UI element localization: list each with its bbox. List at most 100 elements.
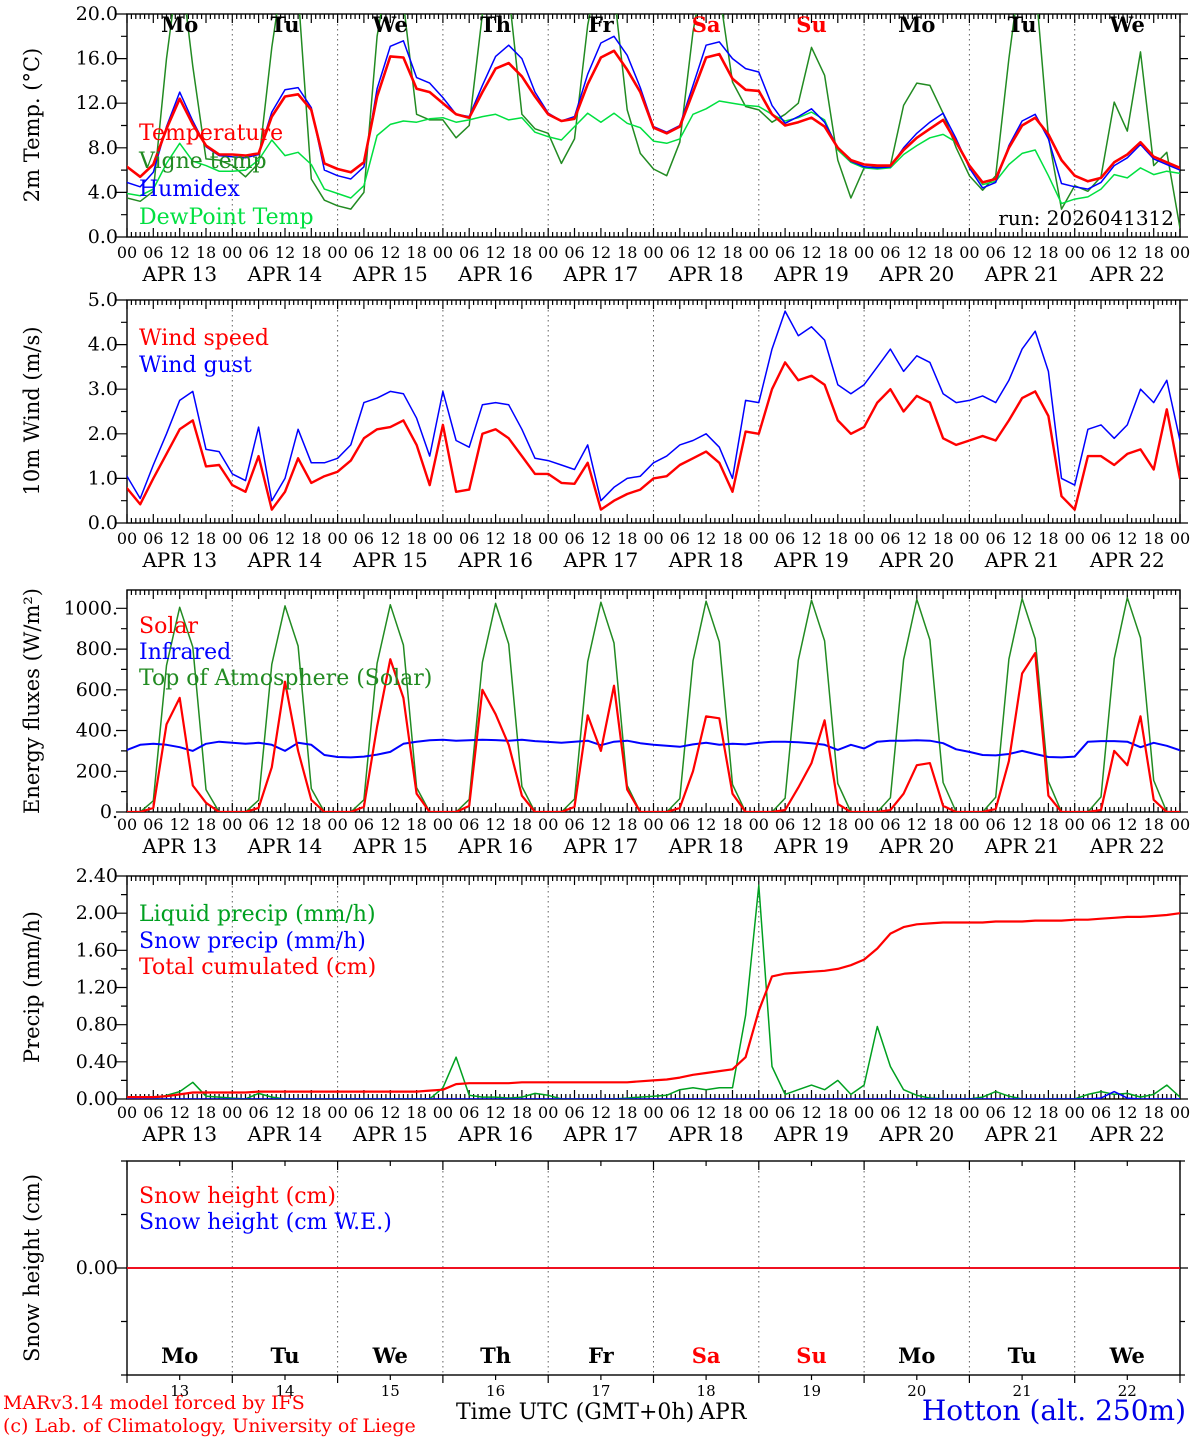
legend-vigne-temp: Vigne temp	[139, 149, 267, 174]
hour-tick-label: 06	[143, 815, 163, 834]
day-gridlines	[231, 876, 1076, 1099]
date-label: APR 13	[141, 834, 217, 858]
hour-tick-label: 00	[433, 1103, 453, 1122]
hour-tick-label: 18	[828, 1103, 848, 1122]
legend-snow-precip: Snow precip (mm/h)	[139, 929, 366, 954]
day-number-label: 20	[907, 1382, 926, 1400]
hour-tick-label: 06	[670, 1103, 690, 1122]
date-label: APR 21	[984, 1122, 1060, 1146]
date-label: APR 21	[984, 262, 1060, 286]
day-name-label: Sa	[692, 12, 721, 37]
hour-tick-label: 06	[248, 1103, 268, 1122]
series-vigne-temp	[127, 14, 1180, 229]
day-name-label: Mo	[161, 12, 198, 37]
day-number-label: 15	[381, 1382, 400, 1400]
day-name-label: Th	[480, 1343, 511, 1368]
date-label: APR 19	[773, 834, 849, 858]
y-tick-label-precip: 0.00	[76, 1088, 118, 1110]
y-tick-label-temperature: 0.0	[88, 226, 118, 248]
date-label: APR 18	[668, 548, 744, 572]
hour-tick-label: 18	[1144, 243, 1164, 262]
hour-tick-label: 12	[801, 243, 821, 262]
hour-tick-label: 06	[986, 1103, 1006, 1122]
hour-tick-label: 12	[380, 815, 400, 834]
hour-tick-label: 06	[670, 815, 690, 834]
legend-snow-height-we: Snow height (cm W.E.)	[139, 1210, 392, 1235]
hour-tick-label: 06	[354, 243, 374, 262]
date-label: APR 17	[563, 834, 639, 858]
hour-tick-label: 06	[1091, 529, 1111, 548]
y-tick-label-precip: 0.80	[76, 1014, 118, 1036]
hour-tick-label: 18	[512, 1103, 532, 1122]
y-tick-label-temperature: 12.0	[76, 92, 118, 114]
hour-tick-label: 12	[485, 1103, 505, 1122]
series-wind-gust	[127, 310, 1180, 502]
hour-tick-label: 12	[380, 243, 400, 262]
hour-tick-label: 06	[354, 1103, 374, 1122]
hour-tick-label: 12	[485, 529, 505, 548]
hour-tick-label: 12	[907, 529, 927, 548]
day-name-label: Tu	[271, 1343, 300, 1368]
snow-y-axis-label: Snow height (cm)	[20, 1173, 44, 1363]
y-tick-label-temperature: 8.0	[88, 137, 118, 159]
hour-tick-label: 18	[617, 243, 637, 262]
day-gridlines	[231, 300, 1076, 523]
date-label: APR 16	[457, 548, 533, 572]
hour-tick-label: 18	[196, 243, 216, 262]
hour-tick-label: 12	[485, 815, 505, 834]
hour-tick-label: 06	[459, 815, 479, 834]
date-label: APR 22	[1089, 262, 1165, 286]
hour-tick-label: 18	[512, 815, 532, 834]
hour-tick-label: 18	[933, 815, 953, 834]
y-tick-label-wind: 2.0	[88, 423, 118, 445]
date-label: APR 18	[668, 1122, 744, 1146]
hour-tick-label: 00	[538, 1103, 558, 1122]
hour-tick-label: 00	[538, 529, 558, 548]
date-label: APR 19	[773, 262, 849, 286]
hour-tick-label: 06	[1091, 815, 1111, 834]
day-name-label: Tu	[271, 12, 300, 37]
hour-tick-label: 12	[485, 243, 505, 262]
hour-tick-label: 18	[512, 529, 532, 548]
hour-tick-label: 18	[722, 243, 742, 262]
hour-tick-label: 12	[170, 529, 190, 548]
date-label: APR 13	[141, 262, 217, 286]
hour-tick-label: 00	[1170, 529, 1190, 548]
energy-y-axis-label: Energy fluxes (W/m²)	[20, 588, 44, 814]
hour-tick-label: 06	[459, 529, 479, 548]
hour-tick-label: 12	[696, 529, 716, 548]
y-tick-label-temperature: 4.0	[88, 181, 118, 203]
hour-tick-label: 00	[222, 815, 242, 834]
hour-tick-label: 00	[854, 1103, 874, 1122]
hour-tick-label: 18	[1038, 529, 1058, 548]
y-tick-label-wind: 1.0	[88, 467, 118, 489]
date-label: APR 14	[247, 834, 323, 858]
hour-tick-label: 00	[643, 243, 663, 262]
y-tick-label-temperature: 20.0	[76, 3, 118, 25]
hour-tick-label: 06	[670, 243, 690, 262]
hour-tick-label: 00	[749, 529, 769, 548]
hour-tick-label: 12	[1012, 243, 1032, 262]
hour-tick-label: 06	[775, 243, 795, 262]
hour-tick-label: 00	[749, 243, 769, 262]
hour-tick-label: 12	[1012, 815, 1032, 834]
hour-tick-label: 18	[828, 529, 848, 548]
date-label: APR 20	[878, 548, 954, 572]
hour-tick-label: 00	[433, 243, 453, 262]
hour-tick-label: 00	[538, 243, 558, 262]
date-label: APR 16	[457, 262, 533, 286]
hour-tick-label: 12	[907, 243, 927, 262]
hour-tick-label: 06	[880, 243, 900, 262]
hour-tick-label: 06	[143, 243, 163, 262]
hour-tick-label: 00	[1065, 529, 1085, 548]
hour-tick-label: 00	[327, 815, 347, 834]
hour-tick-label: 00	[1170, 815, 1190, 834]
hour-tick-label: 12	[380, 1103, 400, 1122]
hour-tick-label: 06	[564, 1103, 584, 1122]
panel-frame-temperature	[126, 13, 1181, 238]
hour-tick-label: 18	[828, 815, 848, 834]
hour-tick-label: 00	[117, 815, 137, 834]
hour-tick-label: 06	[354, 815, 374, 834]
hour-tick-label: 12	[380, 529, 400, 548]
